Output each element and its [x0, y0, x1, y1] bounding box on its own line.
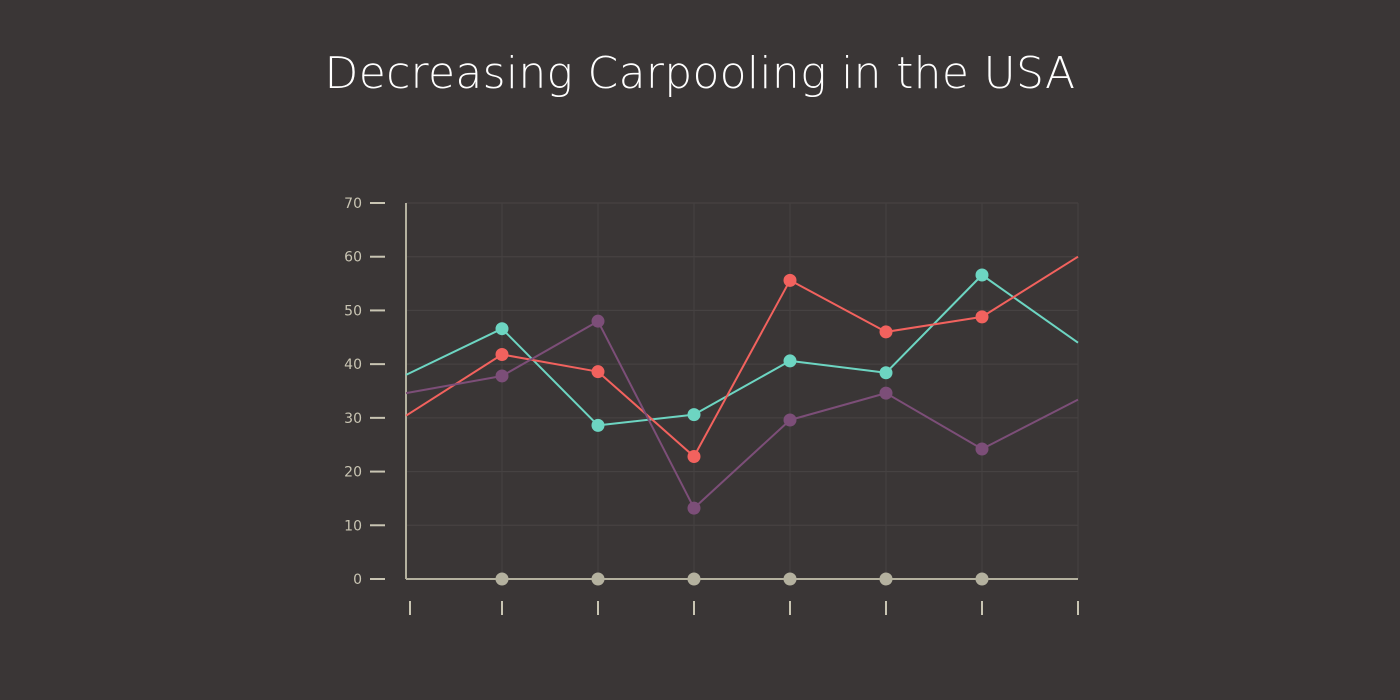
- series-0-point-2: [591, 418, 605, 432]
- series-0-point-3: [687, 408, 701, 422]
- series-line-2: [405, 320, 1079, 510]
- series-2-point-5: [879, 386, 893, 400]
- series-1-point-2: [591, 365, 605, 379]
- grid-lines: [406, 202, 1079, 579]
- baseline-marker-0: [495, 572, 509, 586]
- series-2-point-3: [687, 501, 701, 515]
- series-0-point-5: [879, 366, 893, 380]
- series-points: [495, 268, 989, 586]
- x-axis-ticks: [409, 601, 1079, 615]
- series-0-point-6: [975, 268, 989, 282]
- chart-title: Decreasing Carpooling in the USA: [324, 48, 1076, 99]
- y-tick-label-2: 20: [344, 465, 362, 481]
- series-1-point-6: [975, 310, 989, 324]
- series-1-point-5: [879, 325, 893, 339]
- y-tick-label-7: 70: [344, 196, 362, 212]
- series-line-1: [405, 255, 1079, 458]
- series-2-point-6: [975, 442, 989, 456]
- y-tick-label-5: 50: [344, 303, 362, 319]
- series-1-point-3: [687, 450, 701, 464]
- series-0-point-4: [783, 354, 797, 368]
- baseline-marker-4: [879, 572, 893, 586]
- series-lines: [405, 255, 1079, 510]
- series-0-point-1: [495, 322, 509, 336]
- baseline-marker-5: [975, 572, 989, 586]
- series-2-point-4: [783, 413, 797, 427]
- series-1-point-1: [495, 347, 509, 361]
- baseline-marker-3: [783, 572, 797, 586]
- series-2-point-1: [495, 369, 509, 383]
- series-1-point-4: [783, 273, 797, 287]
- baseline-marker-1: [591, 572, 605, 586]
- y-tick-label-4: 40: [344, 357, 362, 373]
- y-tick-label-1: 10: [344, 518, 362, 534]
- series-2-point-2: [591, 314, 605, 328]
- y-axis-ticks: 0 10 20 30 40 50 60 70: [344, 196, 385, 588]
- y-tick-label-6: 60: [344, 250, 362, 266]
- axes: [405, 203, 1078, 580]
- y-tick-label-3: 30: [344, 411, 362, 427]
- y-tick-label-0: 0: [353, 572, 362, 588]
- series-line-0: [405, 274, 1079, 427]
- baseline-marker-2: [687, 572, 701, 586]
